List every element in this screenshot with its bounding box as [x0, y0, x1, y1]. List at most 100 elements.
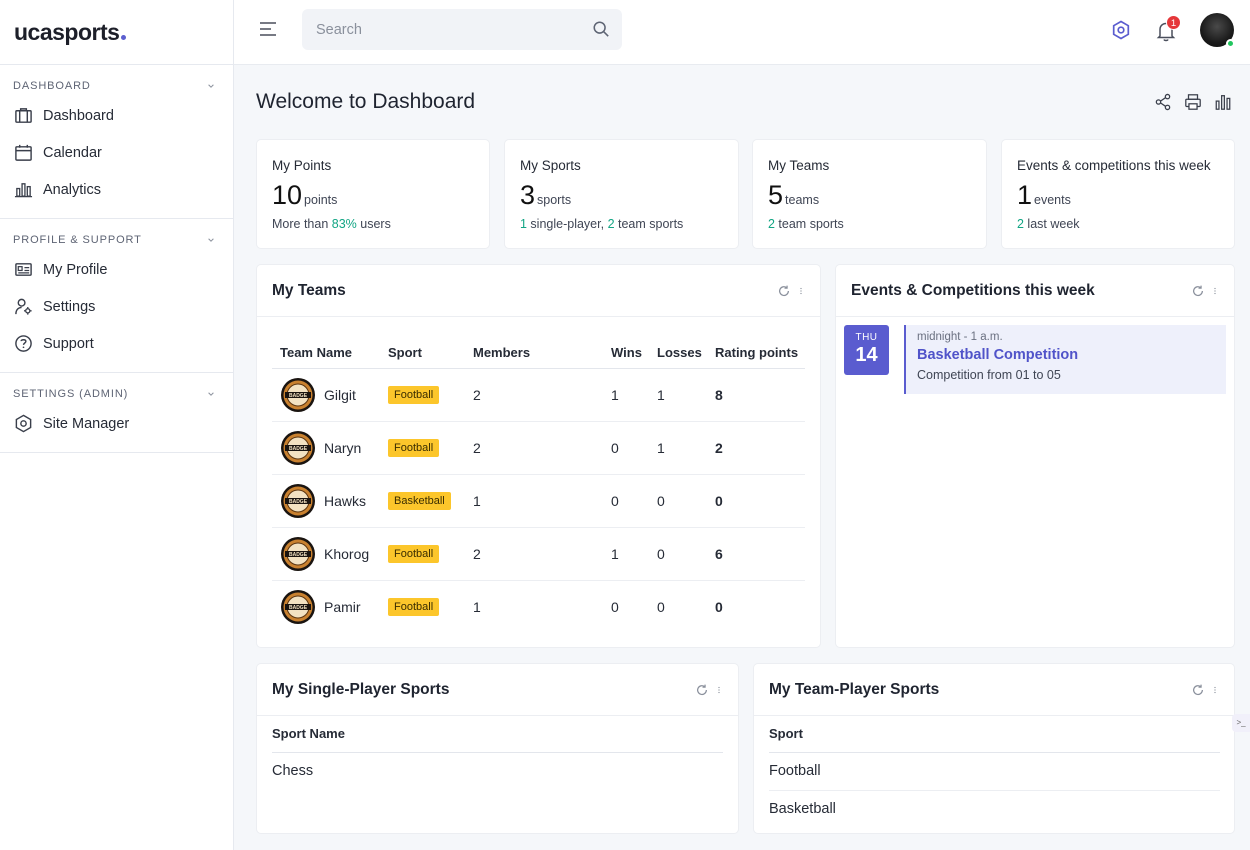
table-row[interactable]: Chess — [272, 752, 723, 790]
sidebar-section-dashboard: DASHBOARD Dashboard Calendar Analytics — [0, 65, 233, 219]
event-title-link[interactable]: Basketball Competition — [917, 347, 1079, 363]
sport-tag: Basketball — [388, 492, 451, 510]
members-cell: 2 — [465, 421, 603, 475]
stat-sub-text: single-player, — [526, 217, 608, 231]
sidebar-item-settings[interactable]: Settings — [0, 288, 233, 325]
sidebar-item-support[interactable]: Support — [0, 325, 233, 362]
more-vertical-icon[interactable] — [715, 683, 723, 697]
table-row[interactable]: BADGE Hawks Basketball 1 0 0 0 — [272, 474, 805, 528]
avatar[interactable] — [1200, 13, 1235, 48]
stat-value-row: 3 sports — [520, 180, 571, 211]
team-cell: BADGE Pamir — [280, 589, 380, 625]
table-row[interactable]: BADGE Naryn Football 2 0 1 2 — [272, 421, 805, 475]
column-header[interactable]: Sport — [769, 725, 1220, 753]
more-vertical-icon[interactable] — [1211, 284, 1219, 298]
search-input[interactable] — [302, 9, 622, 50]
team-cell: BADGE Hawks — [280, 483, 380, 519]
more-vertical-icon[interactable] — [797, 284, 805, 298]
team-name-cell: BADGE Naryn — [272, 421, 380, 475]
column-header[interactable]: Losses — [649, 337, 707, 369]
team-cell: BADGE Naryn — [280, 430, 380, 466]
column-header[interactable]: Sport — [380, 337, 465, 369]
panel-tools — [777, 284, 805, 298]
refresh-icon[interactable] — [1191, 284, 1205, 298]
panel-header: My Single-Player Sports — [257, 664, 738, 716]
stat-sub-text: team sports — [774, 217, 844, 231]
refresh-icon[interactable] — [777, 284, 791, 298]
sidebar-item-label: Analytics — [43, 181, 102, 198]
team-name[interactable]: Khorog — [324, 545, 370, 562]
search-icon[interactable] — [592, 20, 610, 38]
column-header[interactable]: Sport Name — [272, 725, 723, 753]
table-row[interactable]: BADGE Khorog Football 2 1 0 6 — [272, 527, 805, 581]
table-row[interactable]: BADGE Pamir Football 1 0 0 0 — [272, 580, 805, 633]
sidebar-item-analytics[interactable]: Analytics — [0, 171, 233, 208]
stat-value: 1 — [1017, 180, 1033, 210]
sidebar-item-dashboard[interactable]: Dashboard — [0, 97, 233, 134]
column-header[interactable]: Wins — [603, 337, 649, 369]
sport-name: Chess — [272, 763, 314, 780]
stat-card-events: Events & competitions this week 1 events … — [1002, 140, 1234, 248]
menu-icon[interactable] — [259, 21, 277, 37]
losses-cell: 1 — [649, 368, 707, 422]
refresh-icon[interactable] — [1191, 683, 1205, 697]
team-name[interactable]: Pamir — [324, 598, 361, 615]
stat-unit: sports — [537, 193, 572, 207]
more-vertical-icon[interactable] — [1211, 683, 1219, 697]
column-header[interactable]: Team Name — [272, 337, 380, 369]
team-badge-icon: BADGE — [281, 536, 315, 571]
panel-header: Events & Competitions this week — [836, 265, 1234, 317]
sidebar-item-calendar[interactable]: Calendar — [0, 134, 233, 171]
sidebar-item-label: Site Manager — [43, 415, 130, 432]
team-name[interactable]: Naryn — [324, 439, 362, 456]
stat-unit: points — [304, 193, 338, 207]
stat-sub-highlight: 2 — [768, 217, 775, 231]
sidebar-item-label: Settings — [43, 298, 96, 315]
stat-label: My Sports — [520, 158, 581, 173]
single-player-table: Sport Name Chess — [272, 725, 723, 790]
bar-chart-icon[interactable] — [1214, 93, 1232, 111]
page-title: Welcome to Dashboard — [256, 90, 476, 113]
event-item[interactable]: THU 14 midnight - 1 a.m. Basketball Comp… — [844, 325, 1226, 394]
chevron-down-icon — [208, 238, 214, 242]
svg-text:BADGE: BADGE — [289, 552, 308, 558]
gear-icon[interactable] — [1111, 20, 1131, 40]
online-status-dot — [1226, 39, 1235, 48]
hexagon-gear-icon — [15, 414, 32, 433]
rating-cell: 0 — [715, 598, 723, 615]
rating-cell: 8 — [707, 368, 805, 422]
stat-card-points: My Points 10 points More than 83% users — [257, 140, 489, 248]
team-name[interactable]: Gilgit — [324, 386, 356, 403]
team-name[interactable]: Hawks — [324, 492, 367, 509]
section-header-profile[interactable]: PROFILE & SUPPORT — [0, 229, 233, 251]
table-row[interactable]: Basketball — [769, 790, 1220, 828]
table-row[interactable]: Football — [769, 752, 1220, 791]
column-header[interactable]: Rating points — [707, 337, 805, 369]
table-row[interactable]: BADGE Gilgit Football 2 1 1 8 — [272, 368, 805, 422]
team-cell: BADGE Khorog — [280, 536, 380, 572]
wins-cell: 1 — [603, 527, 649, 581]
team-badge-icon: BADGE — [281, 589, 315, 624]
team-name-cell: BADGE Gilgit — [272, 368, 380, 422]
sidebar-item-site-manager[interactable]: Site Manager — [0, 405, 233, 442]
members-cell: 1 — [473, 598, 481, 615]
side-drawer-toggle[interactable]: >_ — [1232, 714, 1250, 732]
bar-chart-icon — [14, 183, 33, 198]
refresh-icon[interactable] — [695, 683, 709, 697]
brand-logo[interactable]: ucasports — [0, 0, 233, 65]
section-header-admin[interactable]: SETTINGS (ADMIN) — [0, 383, 233, 405]
share-icon[interactable] — [1154, 93, 1172, 111]
svg-text:BADGE: BADGE — [289, 393, 308, 399]
sidebar-item-label: Support — [43, 335, 94, 352]
stat-sub-text: team sports — [614, 217, 684, 231]
panel-tools — [1191, 683, 1219, 697]
section-title: DASHBOARD — [13, 80, 91, 92]
sidebar-item-my-profile[interactable]: My Profile — [0, 251, 233, 288]
members-cell: 2 — [465, 527, 603, 581]
section-header-dashboard[interactable]: DASHBOARD — [0, 75, 233, 97]
rating-cell: 0 — [707, 474, 805, 528]
stat-label: My Points — [272, 158, 332, 173]
print-icon[interactable] — [1184, 93, 1202, 111]
stat-value-row: 1 events — [1017, 180, 1071, 211]
column-header[interactable]: Members — [465, 337, 603, 369]
